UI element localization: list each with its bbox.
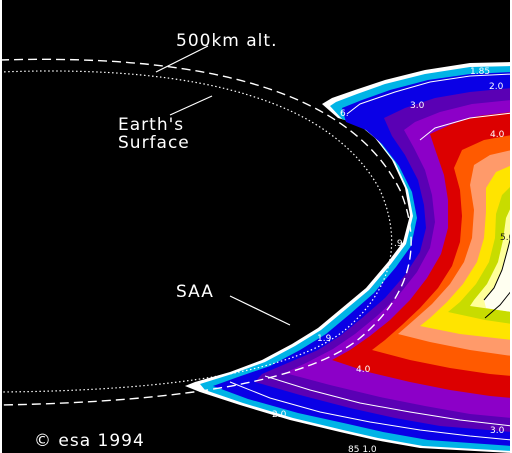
contour-lines — [229, 73, 512, 441]
copyright-label: © esa 1994 — [34, 431, 145, 451]
saa-leader-line — [229, 295, 291, 326]
contour-label-3-0-bottom: 3.0 — [490, 426, 505, 436]
contour-label-3-0-top: 3.0 — [410, 101, 425, 111]
contour-label-85-1-0: 85 1.0 — [348, 445, 377, 453]
contour-label-2-0-bottom: 2.0 — [272, 410, 287, 420]
altitude-500km-arc — [0, 58, 412, 406]
contour-label-4-0-lower: 4.0 — [356, 365, 371, 375]
saa-label: SAA — [176, 282, 214, 302]
contour-label-5-0: 5.0 — [500, 233, 512, 243]
earth-surface-label-line1: Earth's — [118, 115, 184, 135]
altitude-label: 500km alt. — [176, 31, 277, 51]
contour-label-6: 6. — [340, 109, 349, 119]
contour-label-2-0-top: 2.0 — [489, 82, 504, 92]
contour-inner-1 — [419, 112, 512, 141]
contour-label-1-9: 1.9 — [317, 334, 332, 344]
radiation-belt — [185, 62, 512, 453]
frame-right — [510, 0, 512, 453]
frame-left — [0, 0, 2, 453]
earth-surface-label-line2: Surface — [118, 133, 190, 153]
core-contour — [483, 231, 512, 301]
core-inner-contour — [484, 289, 512, 319]
altitude-leader-line — [155, 45, 209, 73]
contour-label-4-0-top: 4.0 — [490, 130, 505, 140]
contour-1-9 — [346, 73, 512, 115]
surface-leader-line — [169, 95, 213, 116]
contour-2-0-lower — [229, 381, 512, 441]
contour-label-9: .9 — [394, 239, 403, 249]
contour-3-0-lower — [264, 375, 512, 427]
contour-label-1-85: 1.85 — [470, 67, 490, 77]
